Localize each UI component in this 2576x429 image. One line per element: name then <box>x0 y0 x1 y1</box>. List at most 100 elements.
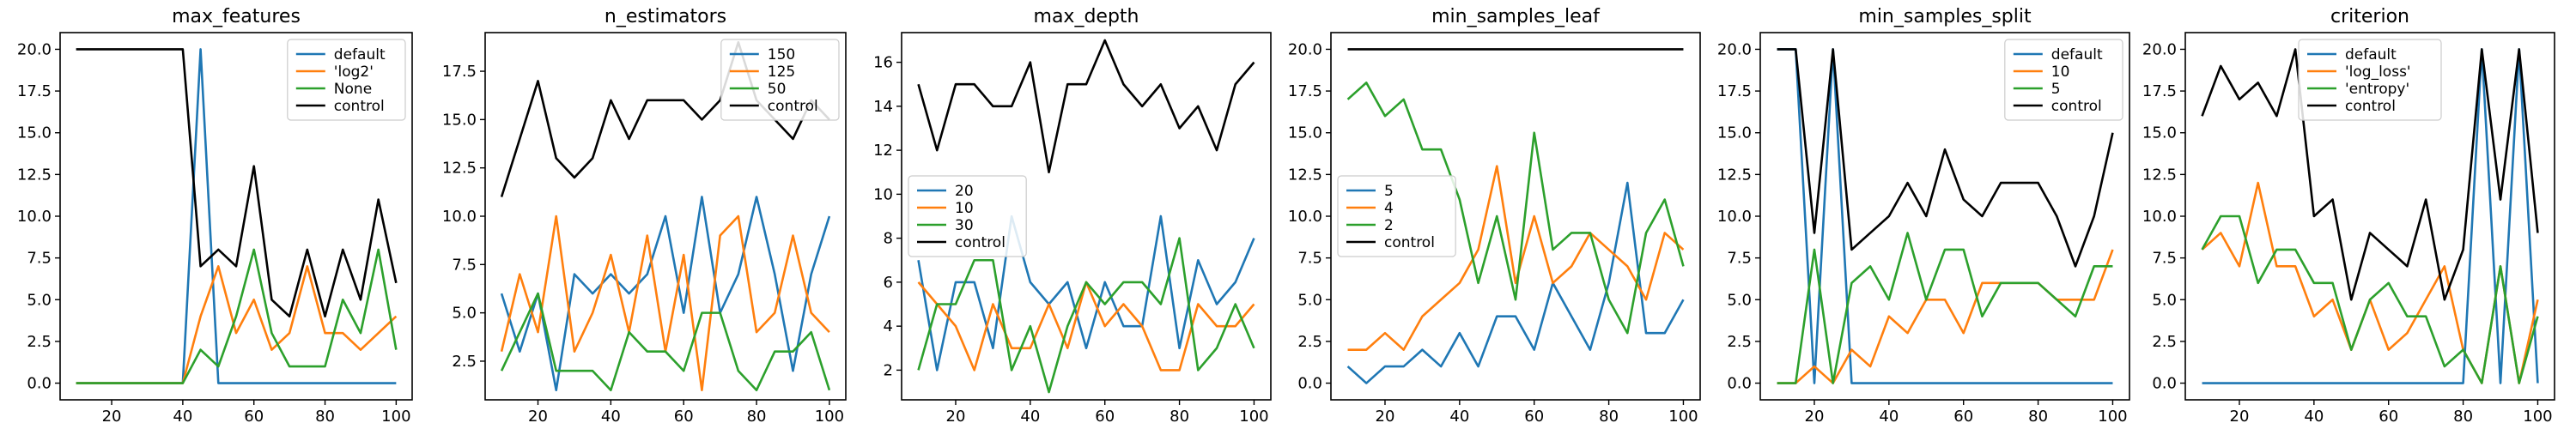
legend-label: default <box>2051 46 2103 63</box>
y-tick-label: 12.5 <box>1288 166 1322 184</box>
legend-label: None <box>334 81 372 98</box>
x-tick-label: 100 <box>1239 408 1268 426</box>
y-tick-label: 17.5 <box>1717 82 1752 100</box>
y-tick-label: 0.0 <box>1297 375 1322 393</box>
series-line-5 <box>1777 232 2113 384</box>
legend-label: 10 <box>2051 63 2070 81</box>
chart-title: max_features <box>172 6 301 27</box>
y-tick-label: 2.5 <box>452 353 477 371</box>
y-tick-label: 5.0 <box>27 291 52 309</box>
legend-label: default <box>334 46 386 63</box>
chart-title: max_depth <box>1034 6 1139 27</box>
x-tick-label: 20 <box>1376 408 1395 426</box>
legend-label: control <box>768 98 818 115</box>
x-tick-label: 60 <box>2379 408 2398 426</box>
x-tick-label: 60 <box>1953 408 1973 426</box>
y-tick-label: 5.0 <box>452 305 477 323</box>
y-tick-label: 0.0 <box>1727 375 1752 393</box>
series-line-10 <box>1777 249 2114 384</box>
y-tick-label: 10.0 <box>1288 208 1322 226</box>
x-tick-label: 20 <box>2230 408 2250 426</box>
series-line-log2 <box>76 265 398 384</box>
y-tick-label: 0.0 <box>2152 375 2177 393</box>
y-tick-label: 15.0 <box>2142 124 2177 142</box>
chart-title: n_estimators <box>605 6 726 27</box>
legend-box <box>720 39 840 121</box>
x-tick-label: 60 <box>1524 408 1544 426</box>
y-tick-label: 12.5 <box>2142 166 2177 184</box>
chart-title: min_samples_split <box>1858 6 2032 27</box>
legend-box <box>908 175 1027 257</box>
series-line-2 <box>1346 82 1685 335</box>
y-tick-label: 20.0 <box>1288 40 1322 58</box>
y-tick-label: 5.0 <box>1727 291 1752 309</box>
y-tick-label: 17.5 <box>442 63 477 81</box>
x-tick-label: 100 <box>2098 408 2127 426</box>
y-tick-label: 12.5 <box>1717 166 1752 184</box>
x-tick-label: 20 <box>946 408 966 426</box>
chart-max-features: max_features 20 40 60 80 100 0.0 2.5 5.0 7.5 10.0 1… <box>17 6 413 426</box>
y-tick-label: 15.0 <box>17 124 52 142</box>
legend-label: control <box>2345 98 2396 115</box>
y-tick-label: 10.0 <box>17 208 52 226</box>
x-tick-label: 100 <box>1668 408 1698 426</box>
x-tick-label: 20 <box>528 408 548 426</box>
chart-criterion: criterion 20 40 60 80 100 0.0 2.5 5.0 7.5 10.0 12.5… <box>2142 6 2555 426</box>
series-line-control <box>917 39 1255 174</box>
x-tick-label: 40 <box>173 408 192 426</box>
y-tick-label: 17.5 <box>1288 82 1322 100</box>
x-tick-label: 40 <box>601 408 621 426</box>
legend-label: 'log_loss' <box>2345 63 2411 81</box>
y-tick-label: 10.0 <box>442 208 477 226</box>
x-tick-label: 40 <box>1449 408 1469 426</box>
x-tick-label: 80 <box>2028 408 2048 426</box>
y-tick-label: 20.0 <box>2142 40 2177 58</box>
x-tick-label: 80 <box>2453 408 2473 426</box>
chart-title: min_samples_leaf <box>1431 6 1601 27</box>
y-tick-label: 6 <box>884 274 893 292</box>
y-tick-label: 17.5 <box>2142 82 2177 100</box>
legend-box <box>287 39 406 121</box>
x-tick-label: 100 <box>381 408 410 426</box>
legend-label: 30 <box>955 217 974 234</box>
y-tick-label: 5.0 <box>2152 291 2177 309</box>
y-tick-label: 2.5 <box>2152 333 2177 351</box>
x-tick-label: 60 <box>674 408 694 426</box>
series-line-control <box>2201 48 2539 301</box>
x-tick-label: 100 <box>815 408 844 426</box>
series-line-10 <box>917 281 1255 372</box>
series-line-5 <box>1346 181 1685 384</box>
legend-box <box>2298 39 2442 121</box>
y-tick-label: 20.0 <box>17 40 52 58</box>
y-tick-label: 20.0 <box>1717 40 1752 58</box>
y-tick-label: 10.0 <box>2142 208 2177 226</box>
y-tick-label: 10.0 <box>1717 208 1752 226</box>
legend-label: 50 <box>768 81 787 98</box>
series-line-none <box>76 248 398 384</box>
legend-label: 'entropy' <box>2345 81 2409 98</box>
y-tick-label: 7.5 <box>1297 250 1322 268</box>
legend-label: 4 <box>1384 200 1394 217</box>
y-tick-label: 14 <box>873 98 893 116</box>
legend-box <box>1337 175 1456 257</box>
x-tick-label: 80 <box>747 408 767 426</box>
y-tick-label: 8 <box>884 230 893 248</box>
series-line-150 <box>500 196 831 392</box>
x-tick-label: 80 <box>1170 408 1189 426</box>
y-tick-label: 15.0 <box>1288 124 1322 142</box>
series-line-entropy <box>2201 214 2539 384</box>
y-tick-label: 12.5 <box>17 166 52 184</box>
y-tick-label: 2 <box>884 361 893 379</box>
chart-min-samples-leaf: min_samples_leaf 20 40 60 80 100 0.0 2.5 5.0 7.5 1… <box>1288 6 1701 426</box>
series-line-control <box>1777 48 2114 268</box>
y-tick-label: 17.5 <box>17 82 52 100</box>
legend-label: control <box>2051 98 2102 115</box>
series-line-50 <box>500 292 831 392</box>
x-tick-label: 40 <box>1879 408 1899 426</box>
legend-label: control <box>334 98 385 115</box>
y-tick-label: 7.5 <box>2152 250 2177 268</box>
